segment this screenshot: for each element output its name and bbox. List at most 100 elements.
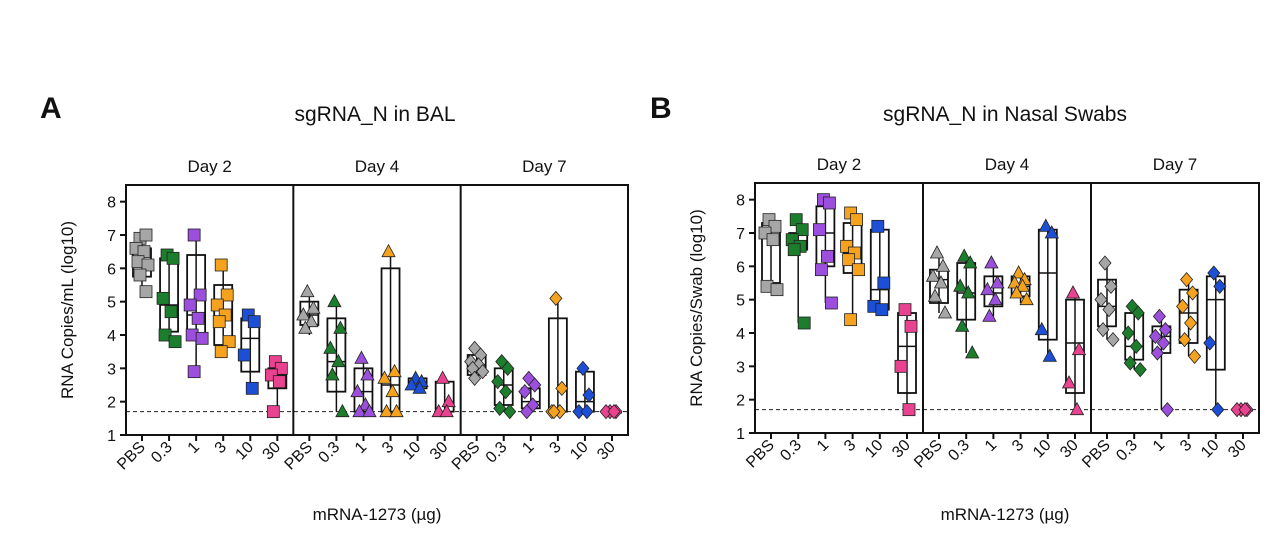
data-point bbox=[1106, 332, 1120, 348]
data-point bbox=[607, 404, 621, 420]
x-tick-label: 1 bbox=[185, 439, 203, 457]
data-point bbox=[220, 288, 234, 302]
x-tick-label: 0.3 bbox=[315, 439, 343, 467]
facet-day-4: Day 4 PBS 0.3 1 3 10 30 bbox=[282, 157, 456, 473]
group-PBS bbox=[296, 283, 321, 335]
data-point bbox=[333, 320, 348, 334]
data-point bbox=[1096, 322, 1110, 338]
data-point bbox=[1123, 355, 1137, 371]
data-point bbox=[1176, 298, 1190, 314]
data-point bbox=[1160, 402, 1174, 418]
data-point bbox=[245, 381, 259, 395]
data-point bbox=[1207, 265, 1221, 281]
x-tick-label: 0.3 bbox=[148, 439, 176, 467]
data-point bbox=[468, 370, 482, 386]
data-point bbox=[210, 298, 224, 312]
facet-label: Day 7 bbox=[522, 157, 566, 176]
data-point bbox=[902, 403, 916, 417]
group-30 bbox=[894, 303, 918, 417]
data-point bbox=[499, 384, 513, 400]
x-tick-label: 10 bbox=[1030, 437, 1055, 462]
data-point bbox=[331, 353, 346, 368]
data-point bbox=[1121, 325, 1135, 341]
group-0.3 bbox=[491, 354, 517, 420]
group-3 bbox=[210, 258, 236, 359]
data-point bbox=[385, 383, 400, 398]
data-point bbox=[1150, 345, 1164, 361]
data-point bbox=[1152, 308, 1166, 324]
panel-label: A bbox=[40, 92, 62, 125]
group-1 bbox=[813, 193, 838, 310]
data-point bbox=[1104, 278, 1118, 294]
group-10 bbox=[237, 308, 261, 395]
data-point bbox=[493, 400, 507, 416]
facet-day-2: Day 2 PBS 0.3 1 3 10 30 bbox=[743, 155, 918, 471]
x-tick-label: 3 bbox=[379, 439, 397, 457]
facet-label: Day 4 bbox=[355, 157, 399, 176]
group-30 bbox=[1230, 402, 1254, 418]
group-1 bbox=[980, 255, 1005, 322]
data-point bbox=[1098, 255, 1112, 271]
y-axis-label: RNA Copies/Swab (log10) bbox=[687, 209, 706, 406]
data-point bbox=[1184, 315, 1198, 331]
data-point bbox=[158, 328, 172, 342]
x-tick-label: 30 bbox=[260, 439, 285, 464]
x-tick-label: PBS bbox=[1079, 437, 1114, 472]
x-tick-label: PBS bbox=[282, 439, 317, 474]
data-point bbox=[1148, 328, 1162, 344]
data-point bbox=[825, 296, 838, 310]
data-point bbox=[435, 370, 450, 384]
group-30 bbox=[1061, 285, 1087, 416]
x-tick-label: 30 bbox=[1057, 437, 1082, 462]
x-tick-label: 30 bbox=[594, 439, 619, 464]
group-10 bbox=[867, 219, 891, 317]
data-point bbox=[935, 258, 951, 272]
data-point bbox=[823, 196, 836, 210]
data-point bbox=[183, 298, 197, 312]
data-point bbox=[187, 228, 201, 242]
x-tick-label: 10 bbox=[1198, 437, 1223, 462]
data-point bbox=[1238, 402, 1252, 418]
data-point bbox=[168, 335, 182, 349]
data-point bbox=[377, 370, 392, 384]
group-30 bbox=[599, 404, 623, 420]
x-tick-label: 1 bbox=[814, 437, 832, 455]
group-10 bbox=[404, 370, 429, 394]
y-tick-label: 2 bbox=[736, 393, 745, 410]
y-tick-label: 5 bbox=[107, 295, 116, 312]
facet-label: Day 4 bbox=[985, 155, 1029, 174]
x-tick-label: 10 bbox=[400, 439, 425, 464]
data-point bbox=[1009, 285, 1024, 299]
box bbox=[1065, 298, 1085, 394]
x-tick-label: 3 bbox=[212, 439, 230, 457]
data-point bbox=[1156, 335, 1170, 351]
data-point bbox=[296, 307, 311, 321]
data-point bbox=[528, 377, 542, 393]
data-point bbox=[141, 258, 155, 272]
data-point bbox=[871, 219, 885, 233]
group-0.3 bbox=[1121, 298, 1147, 378]
data-point bbox=[576, 360, 590, 376]
y-tick-label: 7 bbox=[736, 226, 745, 243]
data-point bbox=[877, 276, 891, 290]
x-axis-label: mRNA-1273 (µg) bbox=[313, 505, 442, 524]
data-point bbox=[518, 384, 532, 400]
group-3 bbox=[840, 206, 865, 327]
data-point bbox=[1180, 272, 1194, 288]
data-point bbox=[547, 404, 561, 420]
data-point bbox=[222, 335, 236, 349]
group-0.3 bbox=[953, 248, 980, 359]
data-point bbox=[963, 255, 978, 269]
x-tick-label: 3 bbox=[1009, 437, 1027, 455]
data-point bbox=[1069, 401, 1085, 416]
data-point bbox=[1015, 278, 1030, 292]
group-30 bbox=[431, 370, 456, 418]
x-tick-label: 1 bbox=[982, 437, 1000, 455]
facet-day-7: Day 7 PBS 0.3 1 3 10 30 bbox=[449, 157, 623, 473]
data-point bbox=[362, 403, 377, 418]
data-point bbox=[894, 359, 908, 373]
x-tick-label: 3 bbox=[546, 439, 564, 457]
group-PBS bbox=[925, 245, 953, 319]
